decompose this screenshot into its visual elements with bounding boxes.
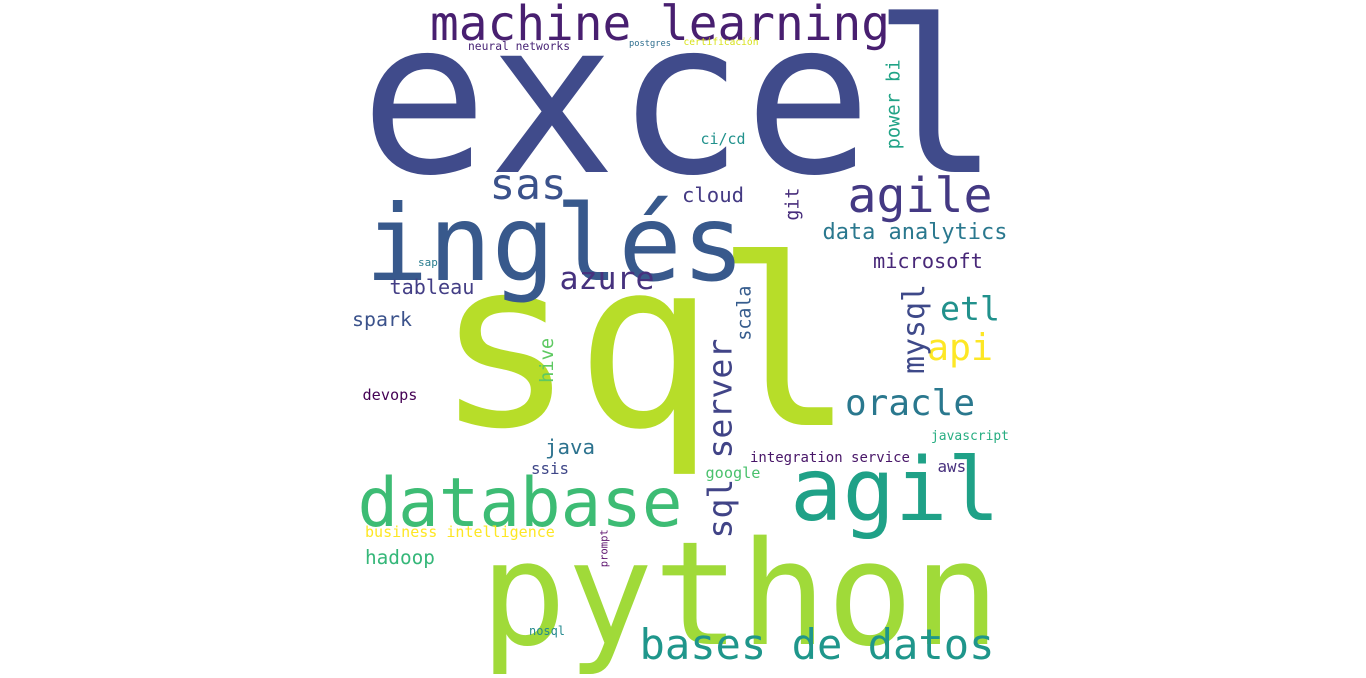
word-oracle: oracle: [845, 383, 975, 424]
word-scala: scala: [733, 285, 755, 341]
word-javascript: javascript: [931, 428, 1009, 444]
word-google: google: [705, 463, 761, 482]
word-machine-learning: machine learning: [430, 0, 890, 52]
word-postgres: postgres: [629, 38, 671, 49]
word-sql-server: sql server: [700, 338, 740, 539]
word-microsoft: microsoft: [873, 249, 983, 273]
word-agil: agil: [790, 438, 1001, 541]
word-neural-networks: neural networks: [468, 39, 571, 53]
word-hive: hive: [536, 337, 558, 383]
word-python: python: [480, 510, 1001, 678]
word-ssis: ssis: [531, 459, 569, 478]
word-ingles: inglés: [365, 181, 745, 305]
word-tableau: tableau: [389, 275, 475, 299]
word-git: git: [781, 187, 803, 221]
word-devops: devops: [362, 385, 418, 404]
word-sql: sql: [435, 208, 856, 480]
word-business-intelligence: business intelligence: [365, 522, 555, 541]
word-data-analytics: data analytics: [822, 220, 1008, 245]
word-azure: azure: [559, 261, 655, 297]
word-api: api: [927, 325, 994, 369]
word-agile: agile: [847, 168, 993, 224]
word-power-bi: power bi: [883, 58, 905, 149]
word-nosql: nosql: [529, 624, 565, 638]
word-bases-de-datos: bases de datos: [639, 620, 995, 669]
word-prompt: prompt: [598, 528, 611, 567]
word-cloud: excel sql python inglés agil database ma…: [352, 0, 1009, 669]
word-integration-service: integration service: [750, 450, 910, 466]
word-certificacion: certificación: [683, 37, 759, 48]
word-sas: sas: [489, 159, 567, 210]
word-excel: excel: [360, 0, 1001, 223]
word-cloud: cloud: [682, 182, 744, 207]
word-spark: spark: [352, 308, 412, 331]
word-database: database: [357, 462, 683, 542]
word-mysql: mysql: [897, 283, 933, 374]
word-aws: aws: [937, 457, 967, 476]
word-ci-cd: ci/cd: [700, 129, 746, 148]
word-etl: etl: [940, 288, 1000, 328]
word-hadoop: hadoop: [365, 545, 435, 569]
word-java: java: [545, 434, 595, 459]
word-sap: sap: [418, 255, 438, 269]
